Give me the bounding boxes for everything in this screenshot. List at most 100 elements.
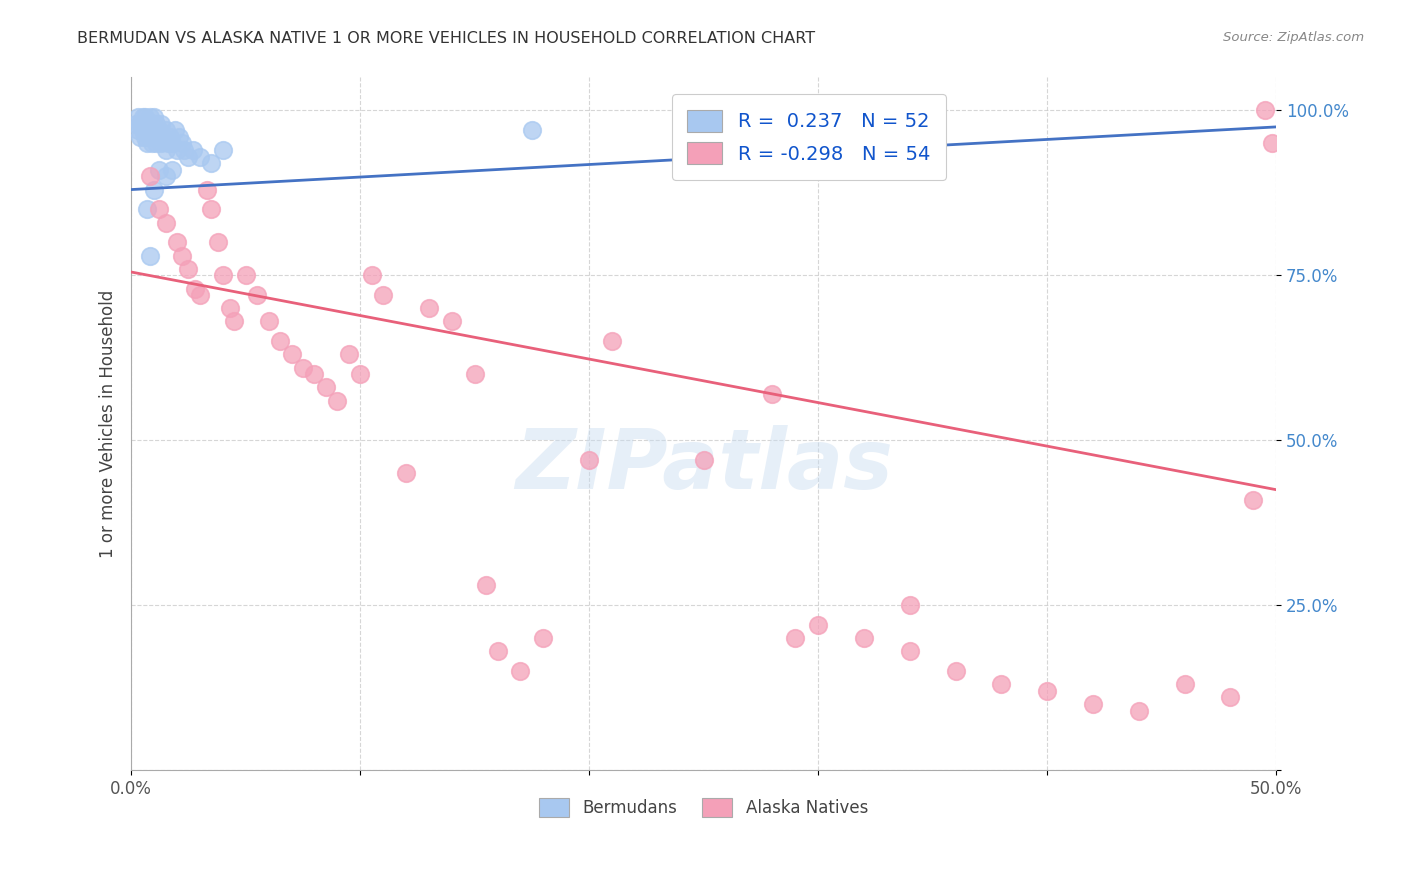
Point [360, 268, 382, 283]
Point [145, 117, 167, 131]
Point [125, 117, 148, 131]
Point [184, 281, 207, 295]
Point [945, 664, 967, 678]
Point [127, 123, 149, 137]
Point [131, 123, 153, 137]
Point [159, 129, 181, 144]
Point [807, 618, 830, 632]
Point [155, 215, 177, 229]
Point [211, 268, 233, 283]
Point [257, 314, 280, 328]
Point [898, 644, 921, 658]
Point [304, 368, 326, 382]
Point [127, 110, 149, 124]
Point [138, 248, 160, 262]
Point [1081, 697, 1104, 711]
Point [578, 453, 600, 467]
Point [148, 123, 170, 137]
Point [246, 288, 269, 302]
Point [990, 677, 1012, 691]
Point [326, 393, 349, 408]
Point [170, 248, 193, 262]
Point [138, 110, 160, 124]
Point [134, 123, 156, 137]
Point [1128, 704, 1150, 718]
Point [143, 123, 166, 137]
Point [152, 129, 174, 144]
Point [148, 202, 170, 217]
Point [218, 301, 240, 316]
Point [395, 466, 418, 480]
Point [195, 183, 218, 197]
Point [177, 261, 200, 276]
Point [134, 110, 156, 124]
Point [224, 314, 246, 328]
Point [148, 129, 170, 144]
Point [486, 644, 509, 658]
Text: Source: ZipAtlas.com: Source: ZipAtlas.com [1223, 31, 1364, 45]
Point [188, 150, 211, 164]
Point [531, 631, 554, 645]
Point [785, 110, 807, 124]
Point [145, 136, 167, 151]
Point [761, 387, 783, 401]
Point [155, 143, 177, 157]
Point [173, 143, 195, 157]
Point [143, 183, 166, 197]
Point [509, 664, 531, 678]
Point [170, 136, 193, 151]
Point [136, 123, 159, 137]
Point [166, 235, 188, 250]
Point [464, 368, 486, 382]
Point [852, 631, 875, 645]
Point [898, 598, 921, 612]
Point [692, 453, 714, 467]
Point [315, 380, 337, 394]
Point [280, 347, 302, 361]
Point [169, 129, 191, 144]
Point [785, 631, 807, 645]
Text: ZIPatlas: ZIPatlas [515, 425, 893, 506]
Point [143, 110, 166, 124]
Point [136, 136, 159, 151]
Point [138, 169, 160, 184]
Point [155, 123, 177, 137]
Point [440, 314, 463, 328]
Point [162, 162, 184, 177]
Point [138, 123, 160, 137]
Point [1173, 677, 1195, 691]
Point [337, 347, 360, 361]
Text: BERMUDAN VS ALASKA NATIVE 1 OR MORE VEHICLES IN HOUSEHOLD CORRELATION CHART: BERMUDAN VS ALASKA NATIVE 1 OR MORE VEHI… [77, 31, 815, 46]
Point [269, 334, 291, 349]
Point [1253, 103, 1275, 118]
Point [371, 288, 394, 302]
Point [162, 136, 184, 151]
Point [520, 123, 543, 137]
Point [235, 268, 257, 283]
Point [200, 202, 222, 217]
Point [136, 202, 159, 217]
Legend: Bermudans, Alaska Natives: Bermudans, Alaska Natives [533, 791, 875, 824]
Point [1241, 492, 1264, 507]
Point [1219, 690, 1241, 705]
Point [166, 143, 188, 157]
Point [141, 136, 163, 151]
Point [148, 162, 170, 177]
Point [418, 301, 440, 316]
Point [131, 117, 153, 131]
Point [136, 117, 159, 131]
Point [143, 129, 166, 144]
Point [207, 235, 229, 250]
Y-axis label: 1 or more Vehicles in Household: 1 or more Vehicles in Household [100, 290, 117, 558]
Point [150, 117, 173, 131]
Point [181, 143, 204, 157]
Point [600, 334, 623, 349]
Point [177, 150, 200, 164]
Point [188, 288, 211, 302]
Point [155, 169, 177, 184]
Point [129, 129, 152, 144]
Point [134, 129, 156, 144]
Point [1036, 683, 1059, 698]
Point [1260, 136, 1282, 151]
Point [138, 129, 160, 144]
